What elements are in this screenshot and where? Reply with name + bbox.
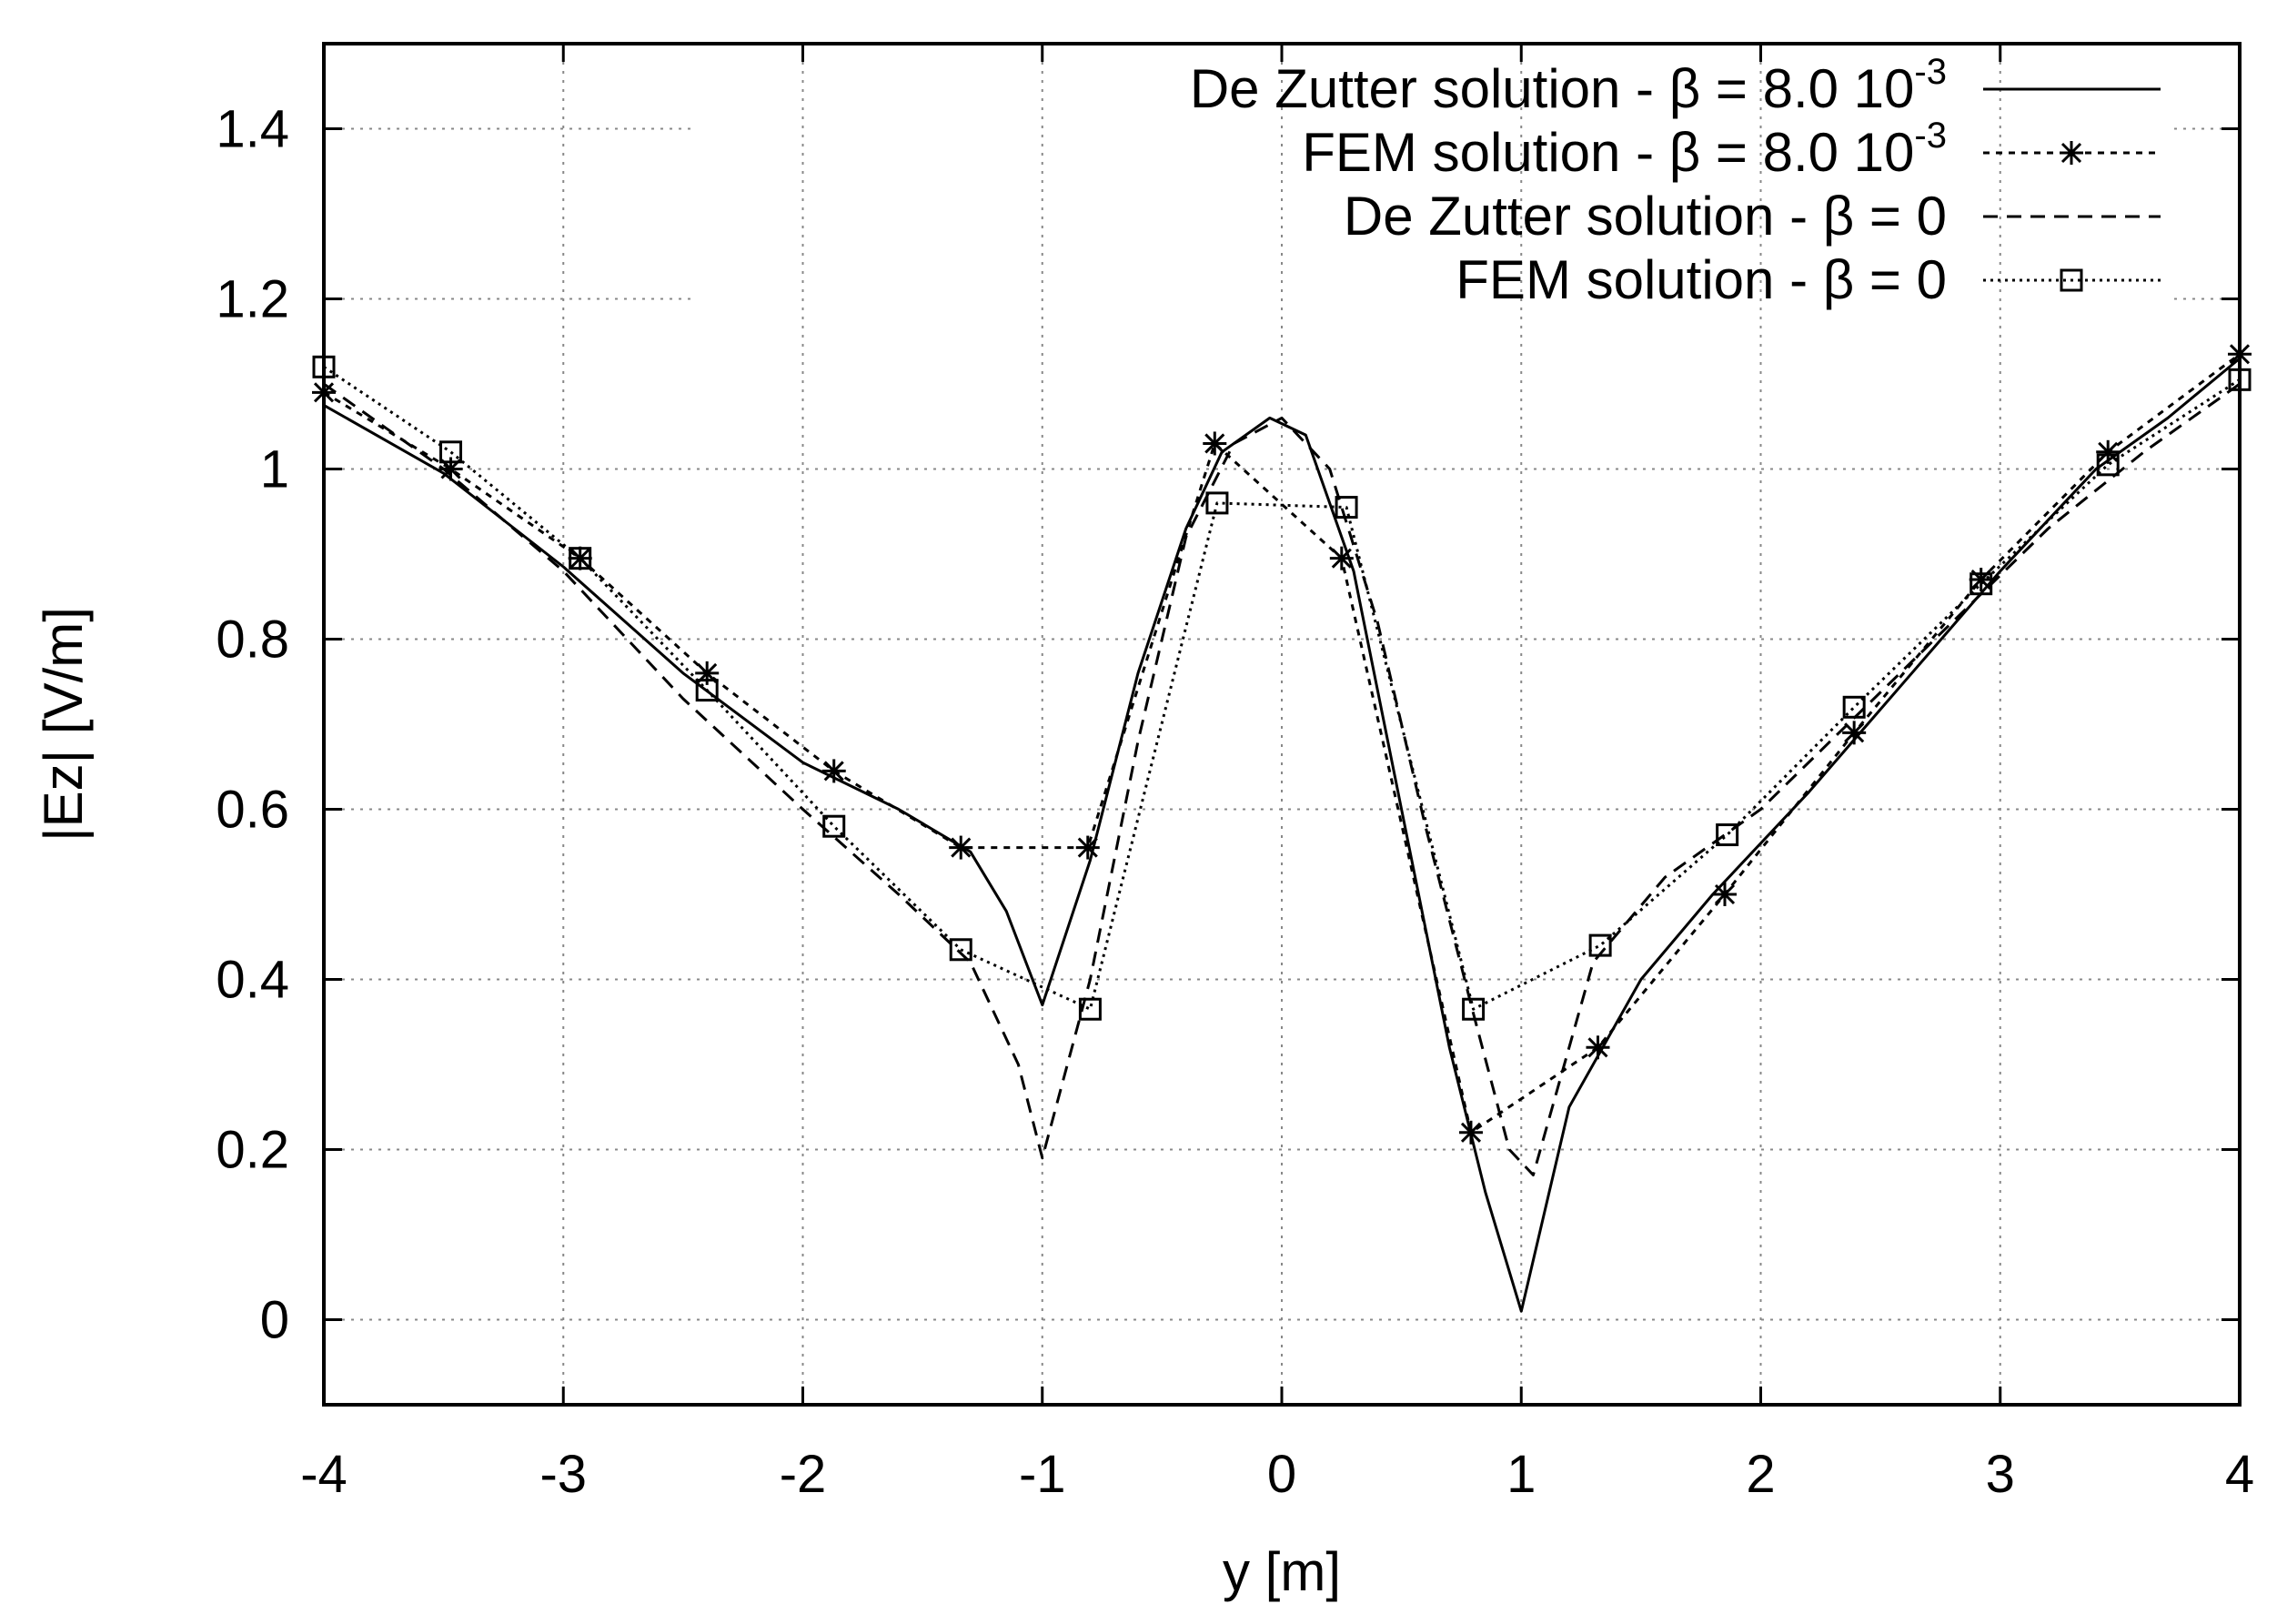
x-tick-label: 2: [1746, 1445, 1775, 1504]
legend-item: FEM solution - β = 0: [1456, 249, 2161, 310]
star-marker: [568, 546, 592, 570]
x-tick-label: -4: [300, 1445, 348, 1504]
star-marker: [1586, 1035, 1610, 1060]
x-tick-label: 0: [1267, 1445, 1296, 1504]
series-layer: [312, 342, 2252, 1313]
star-marker: [1075, 835, 1100, 860]
legend-item: De Zutter solution - β = 0: [1344, 186, 2161, 247]
x-tick-label: -3: [539, 1445, 587, 1504]
y-tick-label: 0.2: [216, 1121, 289, 1180]
x-tick-label: -1: [1019, 1445, 1066, 1504]
legend-label: De Zutter solution - β = 8.0 10-3: [1190, 52, 1947, 119]
x-axis-title: y [m]: [1223, 1541, 1341, 1602]
square-marker: [1588, 933, 1612, 957]
square-marker: [822, 814, 846, 838]
series-line: [323, 382, 2241, 1176]
series-4: [312, 355, 2252, 1021]
y-tick-label: 0.4: [216, 951, 289, 1010]
x-tick-label: 3: [1986, 1445, 2015, 1504]
y-tick-labels: 0 0.2 0.4 0.6 0.8 1 1.2 1.4: [216, 100, 289, 1350]
square-marker: [569, 547, 592, 570]
axis-ticks: [322, 44, 2242, 1405]
series-1: [323, 357, 2241, 1313]
square-marker: [1842, 695, 1866, 719]
legend-item: De Zutter solution - β = 8.0 10-3: [1190, 52, 2161, 119]
series-line: [323, 366, 2241, 1011]
square-marker: [1205, 491, 1229, 515]
square-marker: [1970, 572, 1993, 596]
star-marker: [821, 759, 846, 783]
y-tick-label: 1.2: [216, 270, 289, 329]
y-tick-label: 0.8: [216, 610, 289, 670]
square-marker: [1462, 997, 1486, 1021]
star-marker: [2060, 141, 2083, 165]
star-marker: [1203, 431, 1227, 456]
series-line: [323, 353, 2241, 1135]
square-marker: [1078, 997, 1102, 1021]
square-marker: [2060, 268, 2083, 292]
square-marker: [695, 679, 719, 702]
y-tick-label: 0: [260, 1291, 289, 1350]
square-marker: [1335, 496, 1358, 519]
x-tick-labels: -4 -3 -2 -1 0 1 2 3 4: [300, 1445, 2254, 1504]
y-tick-label: 1.4: [216, 100, 289, 159]
series-line: [323, 357, 2241, 1313]
square-marker: [1716, 823, 1739, 847]
star-marker: [949, 835, 973, 860]
star-marker: [2096, 439, 2121, 464]
y-axis-title: |Ez| [V/m]: [33, 607, 94, 842]
x-tick-label: -2: [780, 1445, 827, 1504]
star-marker: [1713, 883, 1738, 906]
square-marker: [439, 440, 463, 464]
x-tick-label: 4: [2225, 1445, 2254, 1504]
legend-label: FEM solution - β = 8.0 10-3: [1302, 116, 1947, 183]
grid: [324, 44, 2240, 1405]
star-marker: [1329, 546, 1354, 570]
star-marker: [1458, 1120, 1483, 1145]
legend-label: FEM solution - β = 0: [1456, 249, 1947, 310]
star-marker: [1842, 721, 1867, 745]
x-tick-label: 1: [1506, 1445, 1536, 1504]
square-marker: [2096, 453, 2120, 477]
legend-item: FEM solution - β = 8.0 10-3: [1302, 116, 2161, 183]
series-3: [323, 382, 2241, 1176]
y-tick-label: 1: [260, 440, 289, 499]
y-tick-label: 0.6: [216, 781, 289, 840]
star-marker: [1969, 568, 1993, 592]
square-marker: [949, 938, 972, 962]
legend-label: De Zutter solution - β = 0: [1344, 186, 1947, 247]
